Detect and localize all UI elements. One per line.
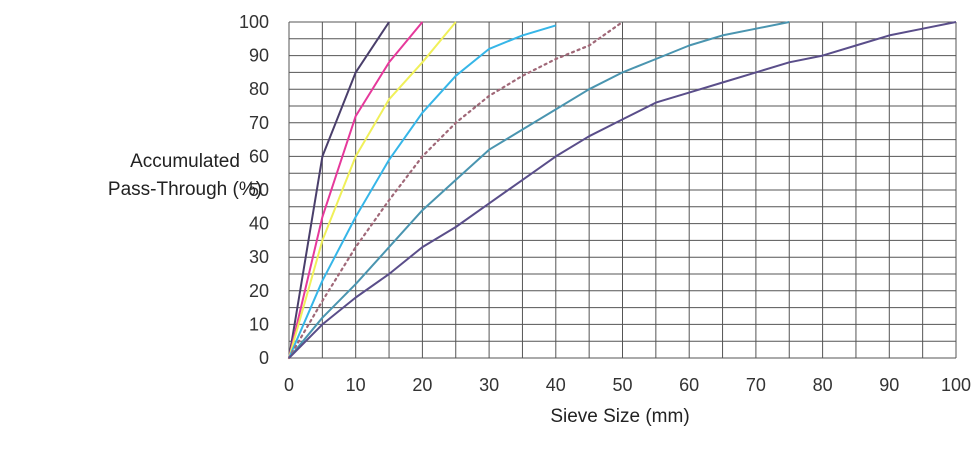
series-line-2 — [288, 21, 424, 359]
x-tick-labels: 0 10 20 30 40 50 60 70 80 90 100 — [284, 375, 971, 395]
y-tick-label: 90 — [249, 46, 269, 66]
y-tick-label: 30 — [249, 247, 269, 267]
y-tick-label: 70 — [249, 113, 269, 133]
x-tick-label: 70 — [746, 375, 766, 395]
x-tick-label: 90 — [879, 375, 899, 395]
y-axis-label-line2: Pass-Through (%) — [107, 179, 263, 200]
grid — [288, 21, 957, 359]
y-tick-label: 60 — [249, 146, 269, 166]
series-line-6 — [288, 21, 790, 359]
y-axis-label: Accumulated Pass-Through (%) — [100, 148, 270, 204]
y-tick-label: 10 — [249, 314, 269, 334]
y-tick-label: 0 — [259, 348, 269, 368]
x-tick-label: 100 — [941, 375, 971, 395]
y-axis-label-line1: Accumulated — [130, 151, 240, 172]
y-tick-label: 80 — [249, 79, 269, 99]
x-tick-label: 20 — [412, 375, 432, 395]
y-tick-label: 50 — [249, 180, 269, 200]
x-tick-label: 40 — [546, 375, 566, 395]
series-line-3 — [288, 21, 457, 359]
y-tick-label: 40 — [249, 214, 269, 234]
x-tick-label: 30 — [479, 375, 499, 395]
y-tick-label: 20 — [249, 281, 269, 301]
series-group — [287, 20, 957, 360]
x-tick-label: 50 — [612, 375, 632, 395]
x-tick-label: 0 — [284, 375, 294, 395]
y-tick-label: 100 — [239, 12, 269, 32]
series-line-5 — [287, 20, 624, 360]
series-line-7 — [288, 21, 957, 359]
series-line-4 — [288, 24, 557, 359]
x-axis-label: Sieve Size (mm) — [550, 406, 690, 427]
series-line-1 — [288, 21, 390, 359]
y-tick-labels: 0 10 20 30 40 50 60 70 80 90 100 — [239, 12, 269, 368]
x-tick-label: 60 — [679, 375, 699, 395]
x-tick-label: 10 — [346, 375, 366, 395]
x-tick-label: 80 — [813, 375, 833, 395]
